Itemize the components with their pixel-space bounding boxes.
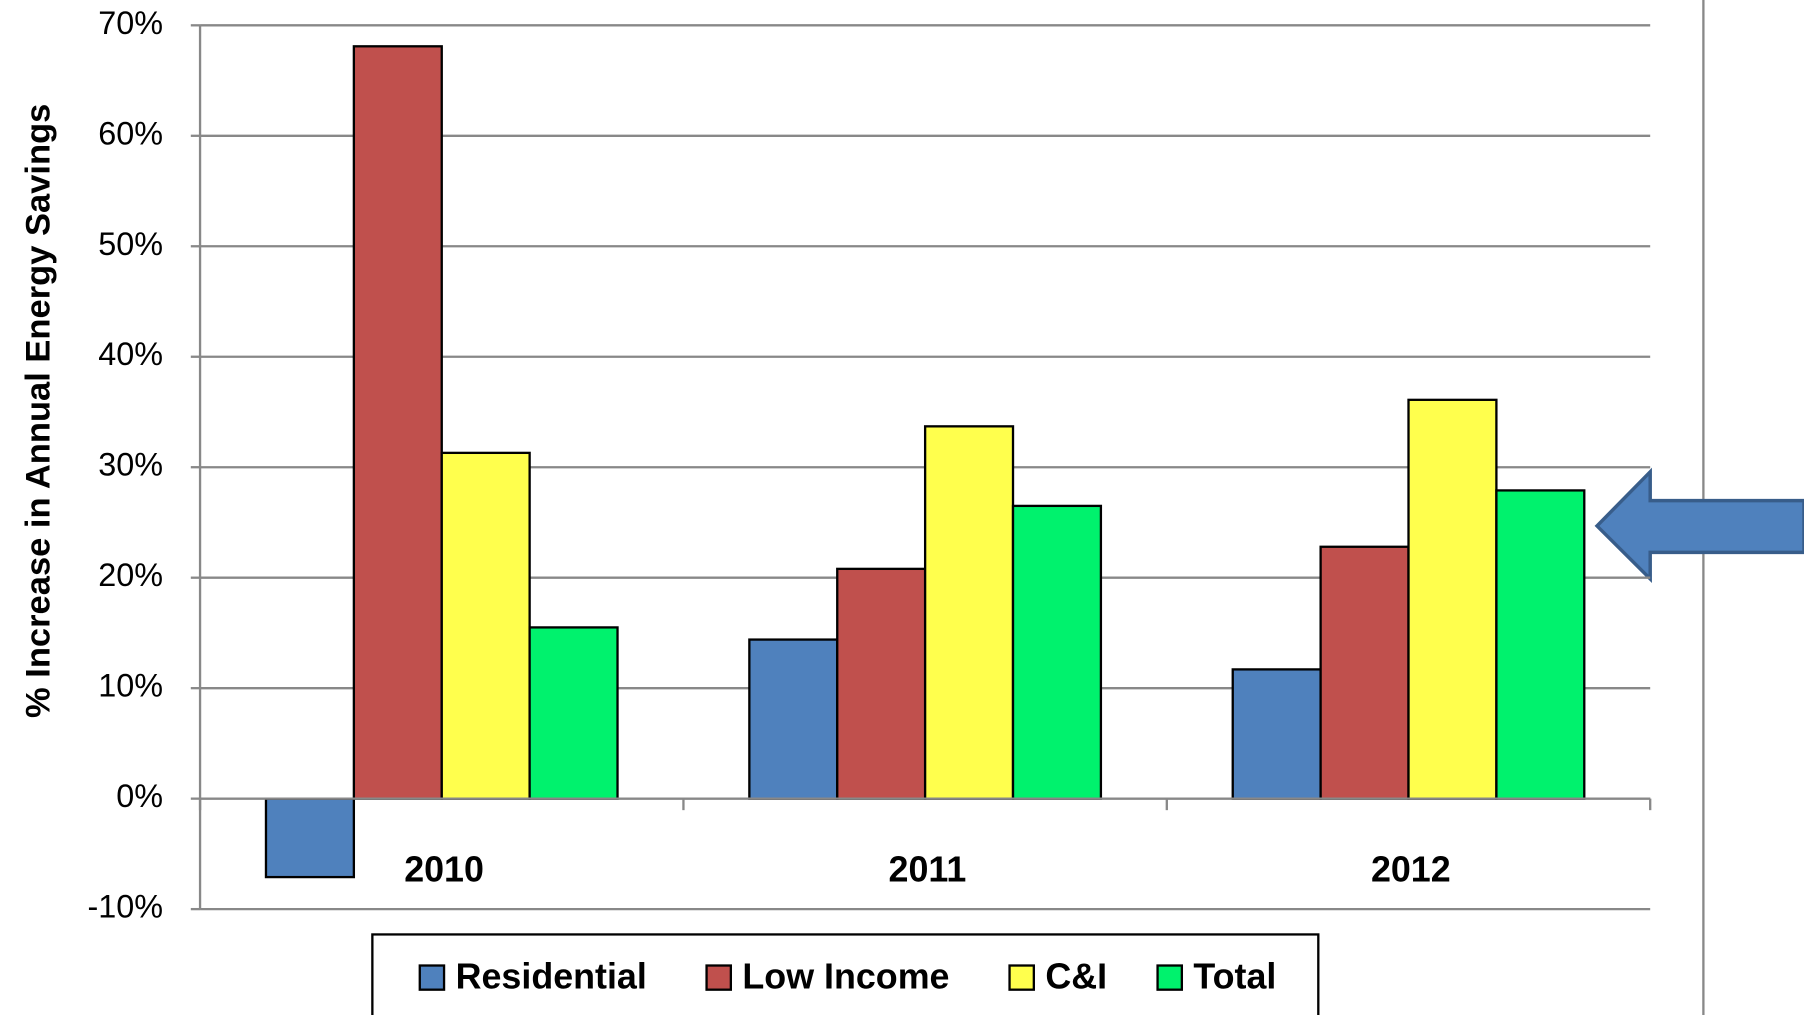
bar — [1011, 504, 1103, 800]
bar — [528, 626, 619, 800]
y-tick-label: 20% — [98, 557, 163, 593]
bar — [748, 638, 839, 800]
bar — [440, 451, 531, 800]
y-tick-label: 70% — [98, 5, 163, 41]
legend-swatch — [418, 964, 446, 991]
bar — [923, 425, 1015, 800]
bar — [1407, 398, 1498, 800]
y-tick-label: 60% — [98, 115, 163, 151]
legend-swatch — [1156, 964, 1184, 991]
y-axis-title: % Increase in Annual Energy Savings — [20, 104, 58, 718]
bar — [1319, 545, 1410, 800]
legend-swatch — [1008, 964, 1035, 991]
y-tick-label: 50% — [98, 226, 163, 262]
y-tick-label: 30% — [98, 447, 163, 483]
x-tick-label: 2011 — [889, 850, 967, 890]
legend-swatch — [705, 964, 733, 991]
arrow — [1594, 467, 1804, 584]
bar — [1495, 489, 1586, 800]
bar — [264, 797, 356, 879]
y-tick-label: 0% — [116, 778, 163, 814]
legend-label: Total — [1193, 957, 1276, 997]
bar — [352, 45, 443, 800]
x-tick-label: 2010 — [404, 850, 484, 890]
y-tick-label: 40% — [98, 336, 163, 372]
bar — [1231, 668, 1322, 800]
x-tick-label: 2012 — [1371, 850, 1451, 890]
y-tick-label: -10% — [87, 889, 163, 925]
legend-label: Residential — [456, 957, 647, 997]
legend-label: C&I — [1045, 957, 1107, 997]
legend-label: Low Income — [742, 957, 949, 997]
y-tick-label: 10% — [98, 668, 163, 704]
bar — [836, 567, 927, 800]
